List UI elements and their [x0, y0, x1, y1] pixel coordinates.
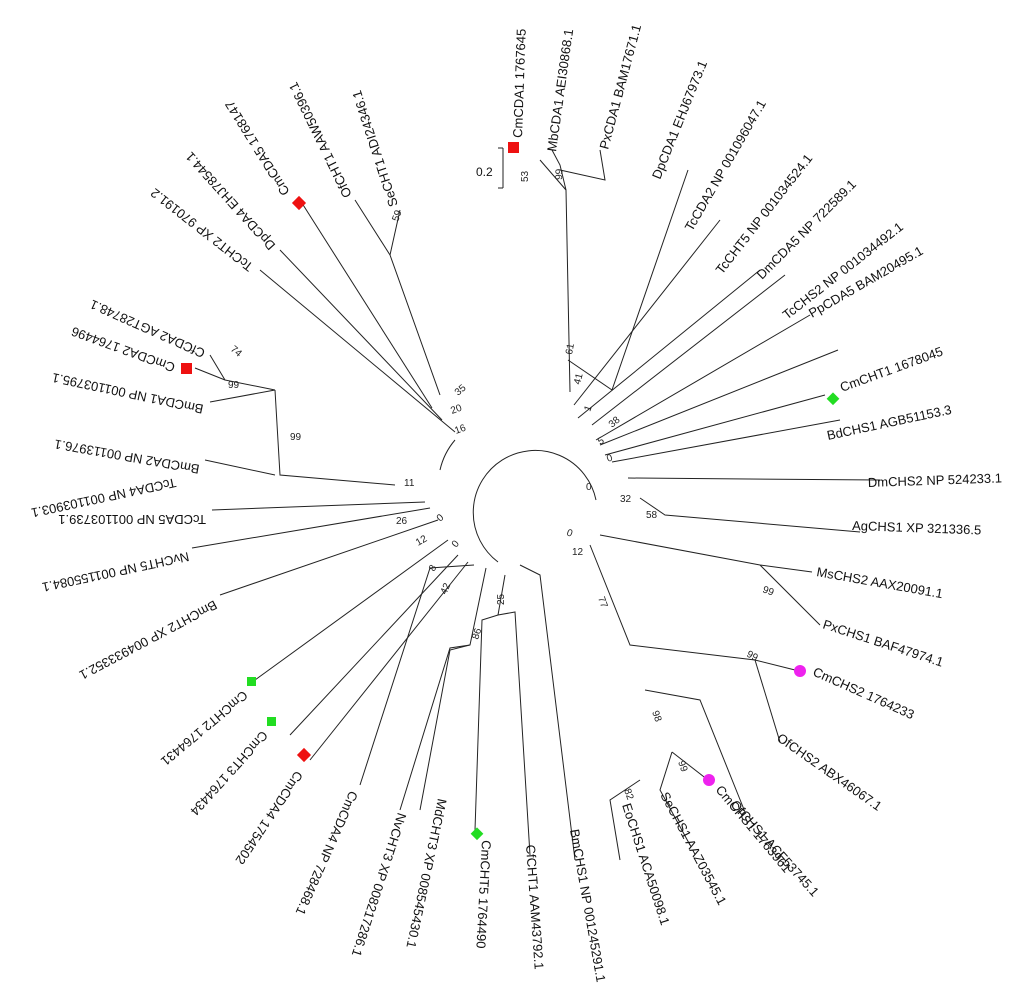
bootstrap-value: 59 [390, 208, 404, 223]
bootstrap-value: 99 [228, 380, 240, 391]
leaf-label: DmCHS2 NP 524233.1 [868, 470, 1003, 490]
bootstrap-value: 32 [620, 494, 632, 505]
bootstrap-value: 82 [621, 787, 635, 802]
leaf-label: CmCDA1 1767645 [510, 29, 529, 139]
leaf-labels: CmCDA1 1767645 MbCDA1 AEI30868.1 PxCDA1 … [30, 23, 1002, 984]
green-square-marker [267, 717, 276, 726]
bootstrap-value: 74 [228, 344, 244, 360]
red-square-marker [181, 363, 192, 374]
leaf-label: CmCHS1 1763961 [713, 782, 795, 875]
leaf-label: NvCHT5 NP 001155084.1 [41, 549, 191, 595]
bootstrap-value: 0 [605, 452, 614, 464]
bootstrap-value: 99 [745, 649, 760, 664]
bootstrap-value: 61 [564, 342, 577, 355]
leaf-label: TcCDA5 NP 001103739.1 [58, 512, 206, 527]
leaf-label: CfCHT1 AAM43792.1 [523, 844, 547, 970]
leaf-label: CmCHT5 1764490 [473, 840, 494, 949]
leaf-label: AgCHS1 XP 321336.5 [852, 518, 982, 537]
green-square-marker [247, 677, 256, 686]
green-diamond-marker [470, 827, 484, 841]
red-square-marker [508, 142, 519, 153]
leaf-label: PxCHS1 BAF47974.1 [821, 617, 945, 670]
bootstrap-value: 35 [453, 382, 469, 398]
bootstrap-value: 98 [649, 709, 663, 724]
bootstrap-value: 86 [470, 627, 484, 641]
bootstrap-value: 38 [607, 414, 623, 430]
magenta-circle-marker [794, 665, 806, 677]
leaf-label: BmCDA2 NP 00113976.1 [53, 437, 200, 477]
leaf-label: OfCHT1 AAW50396.1 [286, 80, 355, 200]
bootstrap-value: 12 [414, 533, 430, 548]
leaf-label: CmCHS2 1764233 [811, 664, 917, 722]
leaf-label: EoCHS1 ACA50098.1 [619, 801, 673, 927]
bootstrap-value: 0 [435, 512, 447, 524]
leaf-label: MdCHT3 XP 008545430.1 [403, 797, 449, 949]
markers [181, 142, 840, 841]
bootstrap-value: 42 [439, 581, 454, 596]
bootstrap-value: 58 [646, 510, 658, 521]
magenta-circle-marker [703, 774, 715, 786]
leaf-label: TcCHT2 XP 970191.2 [148, 185, 256, 274]
leaf-label: MbCDA1 AEI30868.1 [544, 28, 576, 152]
bootstrap-value: 12 [572, 547, 584, 558]
leaf-label: BmCHS1 NP 001245291.1 [567, 828, 609, 983]
leaf-label: NvCHT3 XP 008217286.1 [349, 811, 410, 958]
bootstrap-value: 41 [572, 372, 585, 386]
green-diamond-marker [826, 392, 840, 406]
leaf-label: OfCHS2 ABX46067.1 [774, 730, 884, 814]
leaf-label: SeCHT1 ADI24346.1 [349, 89, 401, 209]
red-diamond-marker [296, 747, 312, 763]
bootstrap-value: 1 [582, 404, 594, 413]
leaf-label: PxCDA1 BAM17671.1 [596, 23, 644, 151]
leaf-label: BdCHS1 AGB51153.3 [826, 402, 953, 443]
bootstrap-value: 25 [496, 593, 507, 605]
bootstrap-value: 20 [449, 403, 464, 417]
inner-arc-left [439, 439, 456, 471]
leaf-label: CmCDA4 1754502 [232, 768, 305, 867]
leaf-label: CmCDA4 NP 728468.1 [293, 789, 361, 918]
bootstrap-value: 5 [596, 435, 607, 448]
red-diamond-marker [291, 195, 307, 211]
branches [191, 149, 881, 861]
bootstrap-value: 99 [290, 432, 302, 443]
bootstrap-value: 16 [453, 423, 468, 437]
bootstrap-value: 53 [520, 170, 531, 182]
leaf-label: BmCDA1 NP 001103795.1 [51, 370, 205, 417]
leaf-label: BmCHT2 XP 004933352.1 [77, 597, 220, 682]
bootstrap-value: 99 [761, 584, 776, 598]
root-arc [472, 449, 597, 563]
bootstrap-value: 26 [396, 516, 408, 527]
leaf-label: CmCDA5 1768147 [222, 98, 293, 198]
leaf-label: SeCHS1 AAZ03545.1 [657, 789, 729, 907]
leaf-label: MsCHS2 AAX20091.1 [815, 564, 944, 601]
scale-bar-label: 0.2 [476, 165, 493, 179]
leaf-label: DpCDA1 EHJ67973.1 [649, 58, 710, 181]
bootstrap-value: 99 [554, 168, 565, 180]
bootstrap-value: 77 [595, 595, 609, 610]
bootstrap-value: 8 [427, 563, 440, 574]
bootstrap-value: 11 [404, 478, 415, 489]
bootstrap-value: 0 [586, 482, 592, 493]
bootstrap-value: 0 [565, 527, 574, 539]
bootstrap-value: 0 [450, 538, 462, 550]
bootstrap-labels: 53 99 61 41 1 38 5 0 0 32 58 0 12 99 99 … [228, 168, 776, 802]
bootstrap-value: 99 [675, 759, 689, 774]
scale-bar: 0.2 [476, 147, 504, 189]
leaf-label: CmCHT1 1678045 [838, 344, 945, 395]
